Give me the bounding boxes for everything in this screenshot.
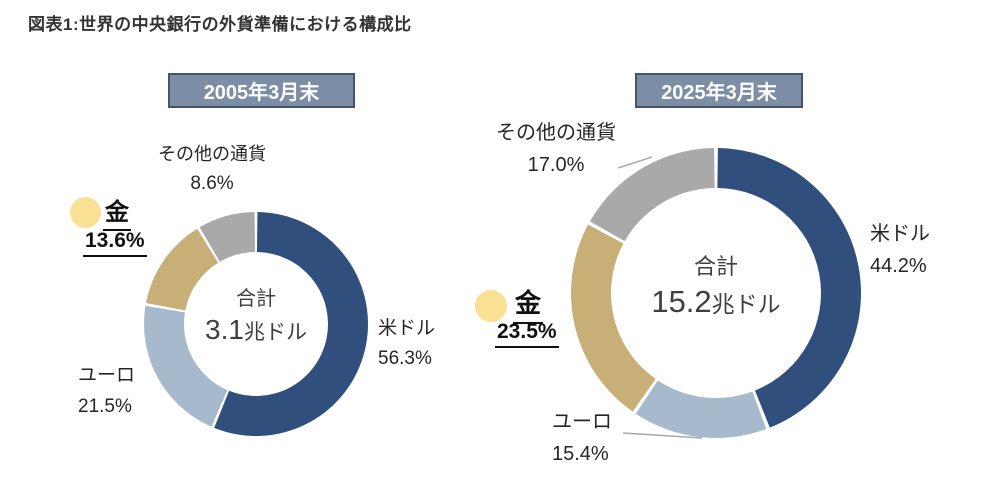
gold-pct: 23.5% <box>495 320 559 348</box>
label-other-currencies-2005: その他の通貨 8.6% <box>117 140 307 198</box>
leader-line-other <box>617 156 653 169</box>
gold-name: 金 <box>513 283 544 324</box>
label-euro-2025: ユーロ 15.4% <box>552 406 612 470</box>
period-badge-2005-label: 2005年3月末 <box>203 82 320 104</box>
donut-segment-3 <box>589 148 715 242</box>
other-currencies-name: その他の通貨 <box>158 144 266 164</box>
other-currencies-pct: 8.6% <box>190 173 234 194</box>
total-value: 15.2 <box>651 284 712 319</box>
period-badge-2025-label: 2025年3月末 <box>661 82 777 104</box>
total-label: 合計 <box>693 254 738 279</box>
euro-name: ユーロ <box>552 411 612 433</box>
donut-segment-0 <box>214 212 369 436</box>
label-usd-2005: 米ドル 56.3% <box>378 314 435 374</box>
label-usd-2025: 米ドル 44.2% <box>870 218 930 282</box>
euro-pct: 15.4% <box>552 443 609 465</box>
label-other-currencies-2025: その他の通貨 17.0% <box>462 117 650 181</box>
donut-segment-0 <box>717 148 861 428</box>
total-label: 合計 <box>236 288 276 310</box>
donut-chart-2005 <box>144 212 369 436</box>
donut-center-2005: 合計 3.1兆ドル <box>156 284 356 346</box>
donut-center-2025: 合計 15.2兆ドル <box>616 250 816 320</box>
period-badge-2025: 2025年3月末 <box>635 73 803 108</box>
leader-line-euro <box>622 432 703 439</box>
gold-name: 金 <box>103 192 131 231</box>
donut-chart-2025 <box>571 148 861 439</box>
period-badge-2005: 2005年3月末 <box>168 73 355 108</box>
donut-segment-3 <box>199 212 256 262</box>
total-unit: 兆ドル <box>711 291 781 317</box>
usd-name: 米ドル <box>870 223 930 245</box>
total-value: 3.1 <box>205 314 244 345</box>
label-euro-2005: ユーロ 21.5% <box>78 360 135 422</box>
other-currencies-name: その他の通貨 <box>496 122 616 144</box>
gold-marker-icon <box>475 290 507 322</box>
page-title: 図表1:世界の中央銀行の外貨準備における構成比 <box>28 15 412 34</box>
total-unit: 兆ドル <box>243 321 307 344</box>
usd-pct: 44.2% <box>870 255 927 277</box>
other-currencies-pct: 17.0% <box>527 154 585 176</box>
gold-pct: 13.6% <box>83 229 147 257</box>
euro-pct: 21.5% <box>78 396 132 417</box>
usd-pct: 56.3% <box>378 348 432 369</box>
gold-marker-icon <box>70 197 101 228</box>
euro-name: ユーロ <box>78 365 136 386</box>
donut-segment-2 <box>145 228 219 311</box>
usd-name: 米ドル <box>378 318 436 339</box>
donut-segment-1 <box>635 380 767 438</box>
donut-segment-1 <box>144 305 228 427</box>
donut-segment-2 <box>571 224 656 412</box>
